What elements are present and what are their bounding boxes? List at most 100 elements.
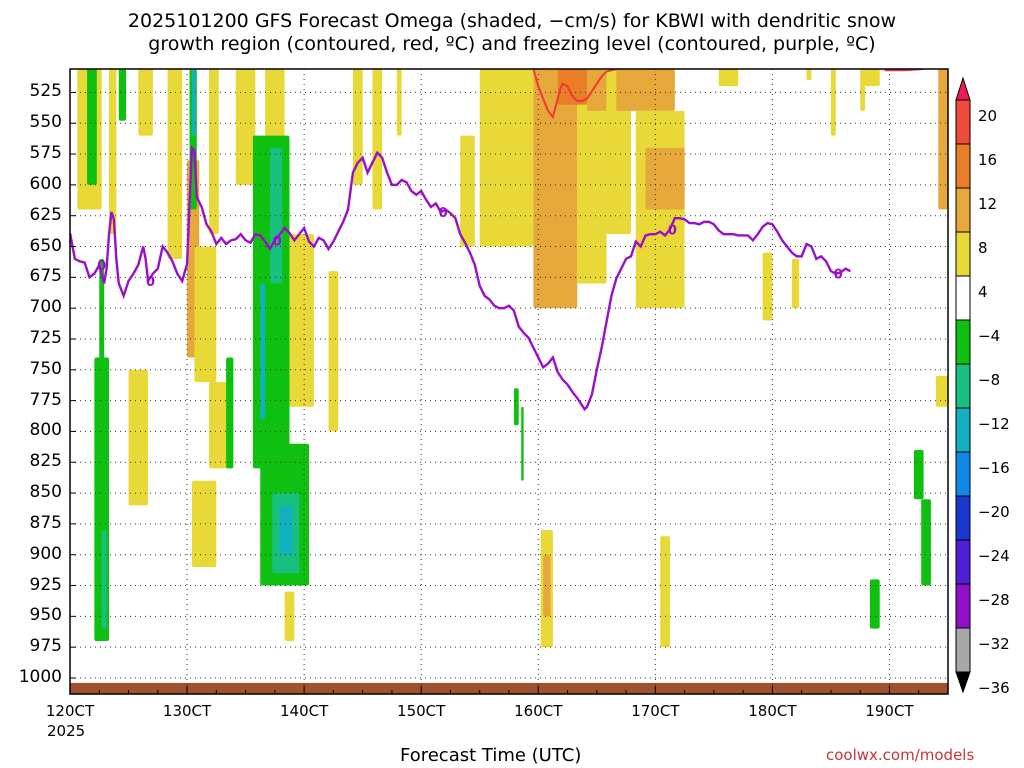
omega-region — [913, 449, 924, 500]
omega-region — [869, 579, 880, 629]
y-tick-label: 775 — [29, 389, 62, 410]
omega-region — [718, 69, 739, 87]
omega-region — [328, 271, 339, 432]
x-tick-label: 180CT — [748, 702, 797, 720]
omega-region — [587, 69, 607, 111]
omega-region — [479, 69, 534, 247]
colorbar-segment — [955, 363, 971, 409]
colorbar-bottom-triangle — [955, 671, 971, 694]
y-tick-label: 825 — [29, 451, 62, 472]
colorbar-tick-label: −28 — [978, 591, 1010, 609]
colorbar-segment — [955, 539, 971, 585]
omega-region — [521, 406, 524, 481]
y-tick-label: 850 — [29, 482, 62, 503]
terrain-strip — [70, 682, 948, 694]
omega-region — [557, 69, 588, 105]
omega-region — [209, 69, 219, 235]
y-tick-label: 600 — [29, 173, 62, 194]
y-tick-label: 725 — [29, 327, 62, 348]
colorbar-tick-label: −8 — [978, 371, 1001, 389]
y-tick-label: 625 — [29, 204, 62, 225]
y-tick-label: 800 — [29, 420, 62, 441]
y-tick-label: 675 — [29, 266, 62, 287]
y-tick-label: 750 — [29, 358, 62, 379]
colorbar-tick-label: 12 — [978, 195, 998, 213]
y-tick-label: 900 — [29, 543, 62, 564]
colorbar-tick-label: −4 — [978, 327, 1001, 345]
y-tick-label: 700 — [29, 297, 62, 318]
colorbar-top-triangle — [955, 76, 971, 101]
y-tick-label: 525 — [29, 81, 62, 102]
omega-region — [118, 69, 127, 121]
omega-region — [616, 69, 675, 111]
x-tick-label: 120CT — [45, 702, 95, 720]
omega-region — [191, 69, 196, 136]
colorbar-segment — [955, 231, 971, 277]
colorbar-segment — [955, 143, 971, 189]
y-tick-label: 550 — [29, 112, 62, 133]
colorbar-segment — [955, 583, 971, 629]
omega-region — [830, 69, 836, 136]
x-tick-label: 150CT — [397, 702, 446, 720]
omega-region — [269, 147, 283, 284]
colorbar-segment — [955, 451, 971, 497]
colorbar-segment — [955, 495, 971, 541]
x-axis-title: Forecast Time (UTC) — [400, 745, 582, 766]
colorbar-tick-label: 8 — [978, 239, 988, 257]
omega-region — [543, 554, 551, 617]
y-tick-label: 975 — [29, 636, 62, 657]
x-tick-label: 160CT — [514, 702, 563, 720]
omega-region — [660, 536, 670, 648]
colorbar-tick-label: −12 — [978, 415, 1010, 433]
omega-region — [396, 69, 402, 136]
colorbar-segment — [955, 99, 971, 145]
colorbar-tick-label: 20 — [978, 107, 998, 125]
omega-region — [260, 283, 266, 420]
colorbar-tick-label: −20 — [978, 503, 1010, 521]
colorbar-segment — [955, 627, 971, 673]
x-tick-label: 170CT — [631, 702, 680, 720]
omega-region — [533, 69, 578, 309]
omega-region — [645, 147, 685, 210]
omega-region — [806, 69, 812, 81]
colorbar-tick-label: −32 — [978, 635, 1010, 653]
colorbar-segment — [955, 407, 971, 453]
omega-shading — [70, 69, 948, 694]
omega-region — [284, 591, 295, 641]
omega-region — [762, 252, 773, 321]
y-tick-label: 950 — [29, 605, 62, 626]
freezing-level-line — [70, 145, 851, 412]
freezing-level-label: 0 — [97, 259, 106, 274]
omega-region — [372, 69, 383, 210]
omega-region — [191, 480, 217, 568]
y-tick-label: 650 — [29, 235, 62, 256]
omega-region — [109, 69, 117, 235]
omega-region — [235, 69, 256, 185]
freezing-level-label: 0 — [834, 268, 843, 283]
x-tick-label: 130CT — [162, 702, 212, 720]
colorbar-tick-label: −16 — [978, 459, 1010, 477]
y-tick-label: 1000 — [18, 666, 62, 687]
omega-region — [101, 530, 107, 629]
omega-region — [226, 357, 234, 469]
omega-region — [352, 69, 363, 185]
omega-region — [865, 69, 880, 87]
colorbar-segment — [955, 319, 971, 365]
y-tick-label: 875 — [29, 512, 62, 533]
omega-region — [577, 69, 607, 284]
colorbar-segment — [955, 275, 971, 321]
colorbar-tick-label: 4 — [978, 283, 988, 301]
colorbar-tick-label: 16 — [978, 151, 998, 169]
chart-title-line1: 2025101200 GFS Forecast Omega (shaded, −… — [127, 10, 897, 32]
omega-region — [284, 234, 314, 407]
omega-region — [87, 69, 97, 185]
omega-region — [279, 505, 292, 555]
credit-link[interactable]: coolwx.com/models — [826, 746, 975, 764]
x-tick-label: 190CT — [865, 702, 914, 720]
omega-region — [138, 69, 153, 136]
chart-title-line2: growth region (contoured, red, ºC) and f… — [148, 33, 876, 55]
x-tick-label: 140CT — [279, 702, 329, 720]
omega-region — [209, 382, 231, 469]
